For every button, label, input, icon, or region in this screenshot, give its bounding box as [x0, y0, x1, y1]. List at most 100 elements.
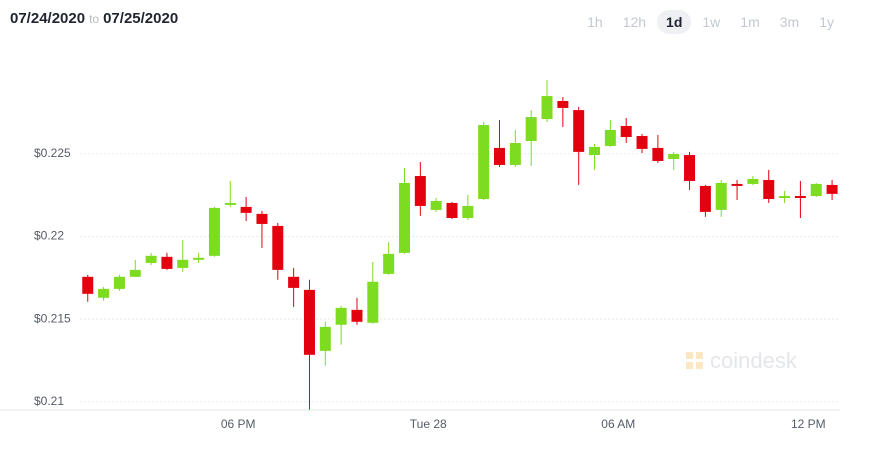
candle — [494, 120, 506, 167]
candle-body — [319, 326, 331, 351]
candle-body — [446, 202, 458, 218]
candle-body — [82, 276, 94, 294]
range-selector: 1h 12h 1d 1w 1m 3m 1y — [578, 10, 843, 34]
candle-body — [541, 96, 553, 120]
candle — [161, 252, 173, 270]
y-tick-label: $0.215 — [34, 311, 71, 325]
candle — [129, 259, 141, 277]
range-button[interactable]: 1h — [587, 14, 603, 30]
candle-body — [98, 288, 110, 298]
candle — [509, 129, 521, 167]
range-button[interactable]: 1d — [657, 10, 692, 34]
candle — [684, 151, 696, 190]
candle-body — [557, 101, 569, 108]
x-tick-label: Tue 28 — [410, 417, 447, 431]
candle — [826, 179, 838, 200]
candle-body — [589, 146, 601, 156]
candle — [541, 80, 553, 122]
candle-body — [351, 309, 363, 322]
candle-body — [668, 154, 680, 160]
candle-body — [652, 147, 664, 161]
candle — [557, 97, 569, 127]
candle — [731, 179, 743, 200]
candle — [810, 182, 822, 198]
candle-body — [478, 124, 490, 199]
candle-body — [715, 182, 727, 210]
candle-body — [113, 276, 125, 289]
candle — [699, 184, 711, 217]
candle-body — [145, 255, 157, 263]
candle-body — [620, 125, 632, 138]
candle — [525, 110, 537, 166]
candle-body — [684, 155, 696, 181]
candle-body — [129, 269, 141, 277]
candle — [272, 222, 284, 280]
candle-body — [462, 205, 474, 218]
candle-body — [161, 256, 173, 269]
candle — [478, 121, 490, 200]
candle-body — [525, 117, 537, 141]
watermark: coindesk — [686, 348, 798, 373]
candle — [747, 176, 759, 185]
range-button[interactable]: 12h — [622, 14, 647, 30]
candle — [589, 143, 601, 170]
candle-body — [414, 176, 426, 206]
candle-body — [383, 253, 395, 274]
candle-body — [208, 207, 220, 256]
candle-body — [272, 225, 284, 270]
candle — [668, 151, 680, 170]
candle — [383, 241, 395, 275]
candle — [794, 180, 806, 218]
candle — [98, 286, 110, 301]
candle — [113, 274, 125, 291]
candle — [414, 161, 426, 216]
candle — [779, 190, 791, 203]
x-tick-label: 06 AM — [601, 417, 635, 431]
candle-body — [509, 142, 521, 165]
range-button[interactable]: 1m — [740, 14, 760, 30]
candle — [256, 210, 268, 248]
candle-body — [699, 185, 711, 212]
candle — [208, 206, 220, 257]
candle — [335, 305, 347, 345]
candle-body — [573, 110, 585, 152]
watermark-logo — [696, 362, 703, 369]
candle — [82, 274, 94, 302]
watermark-logo — [686, 352, 693, 359]
candle-body — [731, 183, 743, 186]
y-tick-label: $0.21 — [34, 394, 64, 408]
candle-body — [335, 307, 347, 325]
candle — [224, 180, 236, 207]
range-button[interactable]: 3m — [779, 14, 800, 30]
candle — [446, 201, 458, 219]
candle — [652, 135, 664, 163]
candle-body — [177, 259, 189, 268]
candle-body — [303, 289, 315, 355]
range-button[interactable]: 1w — [702, 14, 721, 30]
date-separator: to — [89, 12, 100, 26]
watermark-logo — [686, 362, 693, 369]
candle — [573, 106, 585, 185]
candle — [430, 197, 442, 212]
candle — [636, 134, 648, 154]
candle-body — [288, 276, 300, 288]
candle — [763, 169, 775, 203]
candle-body — [224, 202, 236, 205]
candle-body — [747, 178, 759, 184]
candle — [620, 118, 632, 143]
watermark-text: coindesk — [710, 348, 798, 373]
candle-body — [240, 206, 252, 213]
candle-body — [763, 179, 775, 199]
candle — [145, 252, 157, 265]
candle-body — [430, 200, 442, 210]
candle-body — [193, 257, 205, 260]
candle — [288, 267, 300, 307]
candle — [319, 321, 331, 366]
candle-body — [636, 136, 648, 149]
x-tick-label: 12 PM — [791, 417, 826, 431]
range-button[interactable]: 1y — [819, 14, 834, 30]
candle — [367, 261, 379, 324]
candle — [177, 239, 189, 272]
